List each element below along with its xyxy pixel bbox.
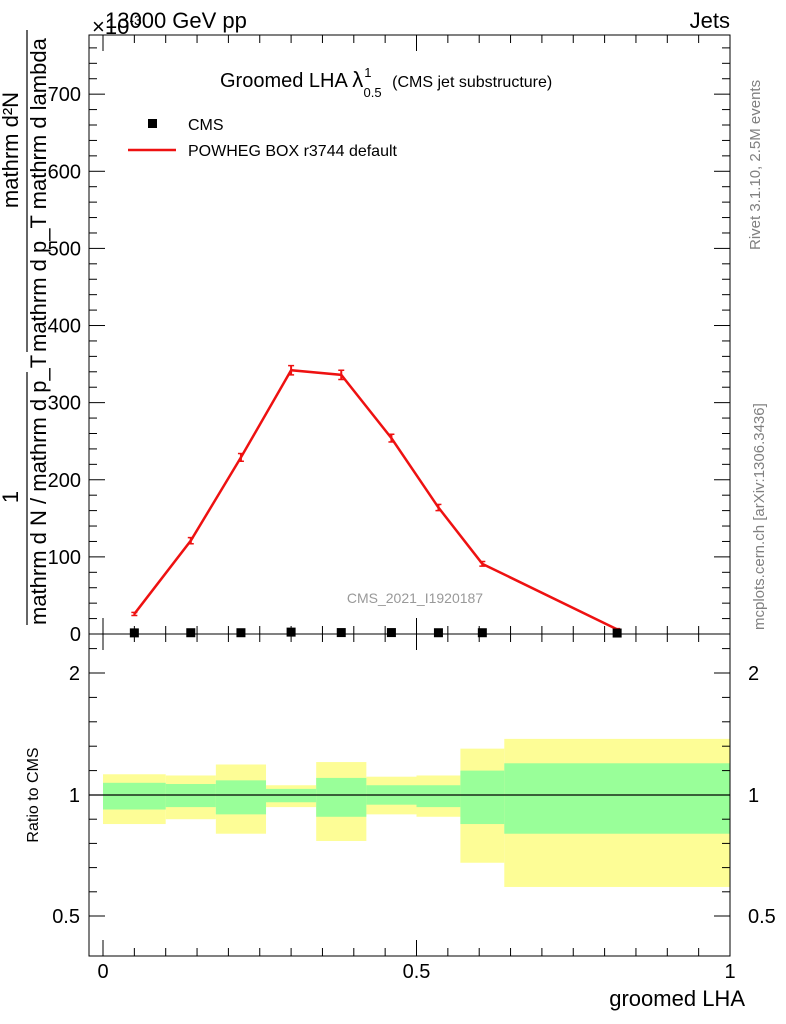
cms-data-point	[129, 628, 139, 638]
cms-data-point	[433, 628, 443, 638]
main-y-axis-label: 1 mathrm d N / mathrm d p_T mathrm d²N m…	[0, 30, 51, 625]
main-y-tick-label: 500	[48, 238, 81, 260]
cms-data-point	[186, 628, 196, 638]
main-plot-panel: 0 100 200 300 400 500 600 700 Groomed LHA λ1 0.5…	[48, 34, 731, 646]
ratio-y-tick-label-right: 2	[748, 663, 759, 685]
powheg-series	[131, 364, 621, 631]
ratio-y-tick-label: 2	[69, 663, 80, 685]
main-y-tick-label: 200	[48, 470, 81, 492]
cms-data-point	[286, 627, 296, 637]
ratio-plot-panel: 0.5 0.51 12 2 0 0.5 1 Ratio to CMS groomed LH…	[25, 633, 776, 1011]
cms-data-point	[477, 628, 487, 638]
main-y-tick-label: 700	[48, 84, 81, 106]
ylabel-numerator: mathrm d²N	[0, 92, 23, 208]
ratio-green-band	[504, 763, 730, 834]
x-axis-label: groomed LHA	[609, 986, 745, 1011]
main-plot-frame	[88, 34, 731, 635]
cms-data-point	[336, 628, 346, 638]
mcplots-label: mcplots.cern.ch [arXiv:1306.3436]	[751, 403, 768, 630]
ratio-y-axis: 0.5 0.5 1 1 2 2	[52, 648, 776, 928]
ratio-x-tick-label: 0	[97, 961, 108, 983]
ratio-y-tick-label: 0.5	[52, 906, 80, 928]
cms-data-point	[236, 628, 246, 638]
legend-powheg-label: POWHEG BOX r3744 default	[188, 143, 398, 160]
ratio-y-tick-label-right: 1	[748, 785, 759, 807]
beam-label: 13000 GeV pp	[105, 8, 247, 33]
legend: CMS POWHEG BOX r3744 default	[128, 117, 398, 160]
ratio-y-label: Ratio to CMS	[25, 747, 42, 842]
main-y-tick-label: 600	[48, 161, 81, 183]
ratio-bands	[103, 738, 730, 887]
main-y-tick-label: 0	[70, 624, 81, 646]
ratio-x-axis: 0 0.5 1	[97, 634, 736, 983]
rivet-label: Rivet 3.1.10, 2.5M events	[747, 80, 764, 250]
process-label: Jets	[690, 8, 730, 33]
main-y-tick-label: 300	[48, 393, 81, 415]
ratio-green-band	[215, 780, 267, 815]
cms-series	[129, 627, 622, 638]
ratio-y-tick-label-right: 0.5	[748, 906, 776, 928]
main-y-axis: 0 100 200 300 400 500 600 700	[48, 47, 730, 646]
ratio-green-band	[316, 777, 367, 817]
cms-data-point	[612, 628, 622, 638]
ratio-green-band	[460, 770, 505, 825]
cms-data-point	[386, 628, 396, 638]
ratio-y-tick-label: 1	[69, 785, 80, 807]
ratio-x-tick-label: 1	[724, 961, 735, 983]
legend-cms-label: CMS	[188, 117, 224, 134]
ratio-green-band	[103, 782, 166, 810]
main-plot-title: Groomed LHA λ1 0.5 (CMS jet substructure)	[220, 65, 552, 102]
main-y-tick-label: 400	[48, 316, 81, 338]
legend-cms-marker	[148, 119, 157, 128]
ylabel-denominator: mathrm d p_T mathrm d lambda	[26, 37, 51, 352]
analysis-watermark: CMS_2021_I1920187	[347, 590, 483, 606]
ratio-green-band	[416, 785, 461, 808]
main-y-tick-label: 100	[48, 547, 81, 569]
ratio-x-tick-label: 0.5	[403, 961, 431, 983]
ylabel-prefix-den: mathrm d N / mathrm d p_T	[26, 355, 51, 625]
ylabel-prefix-num: 1	[0, 491, 23, 503]
